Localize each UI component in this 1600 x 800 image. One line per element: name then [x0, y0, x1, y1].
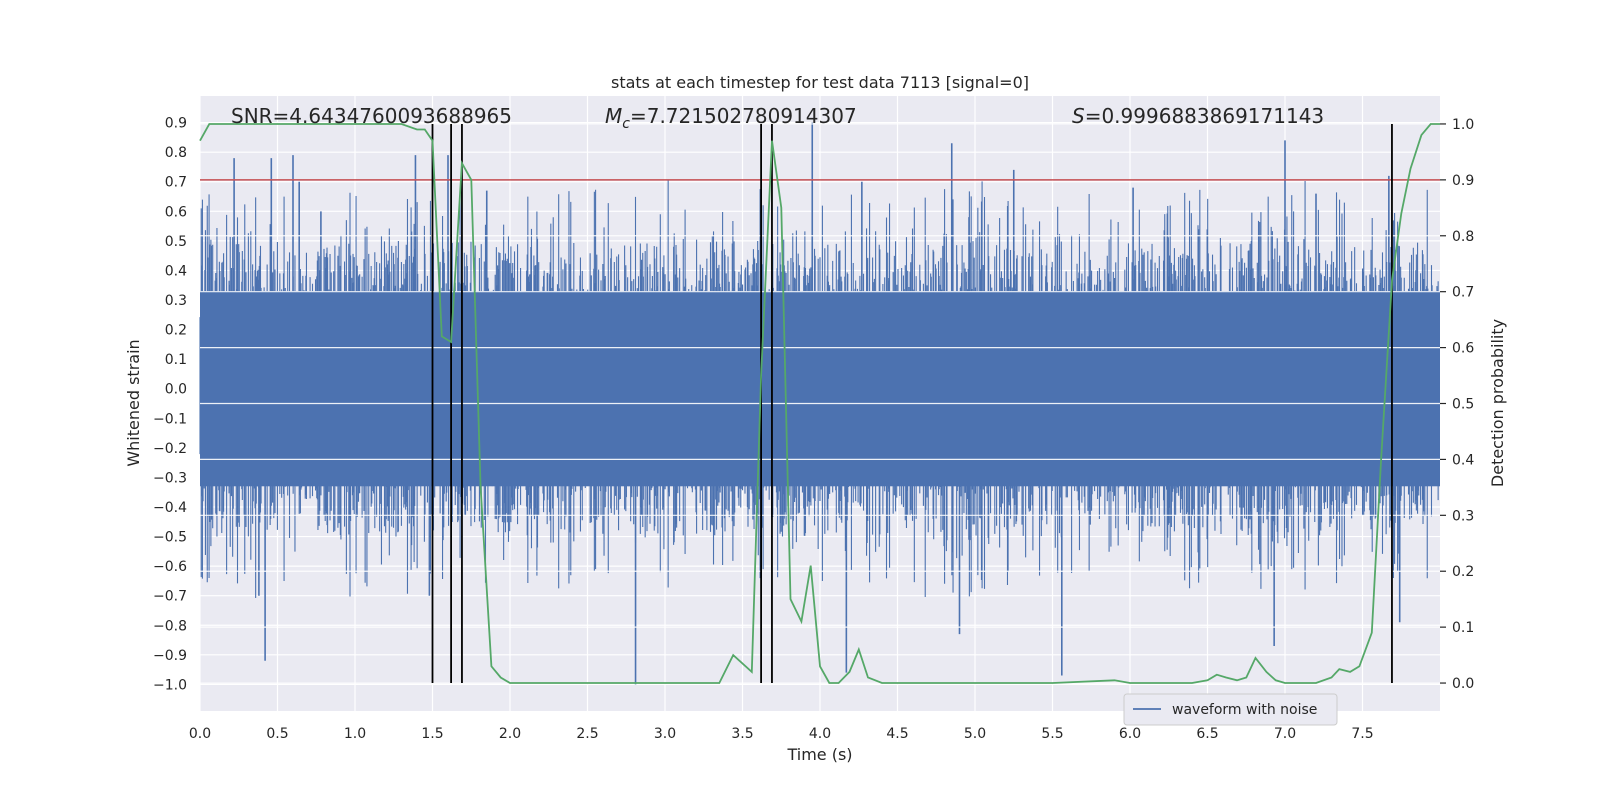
x-tick-label-5: 2.5	[576, 726, 598, 742]
x-tick-label-3: 1.5	[421, 726, 443, 742]
chirp-mass-annotation: Mc=7.721502780914307	[605, 104, 857, 132]
x-axis-title: Time (s)	[786, 745, 852, 764]
x-axis: 0.0 0.5 1.0 1.5 2.0 2.5 3.0 3.5 4.0 4.5 5.0 5.5 6.0 6…	[189, 726, 1374, 742]
y-tick-label-15: −0.6	[153, 559, 187, 575]
x-tick-label-6: 3.0	[654, 726, 676, 742]
y-tick-label-7: 0.2	[165, 323, 187, 339]
x-tick-label-9: 4.5	[886, 726, 908, 742]
y-tick-label-5: 0.4	[165, 263, 187, 279]
y-tick-label-2: 0.7	[165, 175, 187, 191]
y-tick-label-9: 0.0	[165, 382, 187, 398]
y-right-tick-label-8: 0.2	[1452, 564, 1474, 580]
spin-annotation: S=0.9996883869171143	[1072, 104, 1324, 128]
spin-value: =0.9996883869171143	[1085, 104, 1324, 128]
y-axis-right-title: Detection probability	[1488, 319, 1507, 487]
y-axis-title: Whitened strain	[124, 339, 143, 466]
legend: waveform with noise	[1123, 693, 1338, 726]
y-tick-label-12: −0.3	[153, 470, 187, 486]
y-tick-label-18: −0.9	[153, 648, 187, 664]
y-right-tick-label-2: 0.8	[1452, 229, 1474, 245]
legend-box	[1123, 693, 1338, 726]
y-tick-label-3: 0.6	[165, 204, 187, 220]
y-right-tick-label-6: 0.4	[1452, 452, 1474, 468]
y-tick-label-16: −0.7	[153, 589, 187, 605]
event-markers	[431, 123, 1393, 684]
chirp-mass-value: =7.721502780914307	[630, 104, 857, 128]
y-tick-label-4: 0.5	[165, 234, 187, 250]
chirp-mass-subscript: c	[622, 116, 630, 132]
y-right-tick-label-9: 0.1	[1452, 620, 1474, 636]
y-right-tick-label-4: 0.6	[1452, 341, 1474, 357]
y-right-tick-label-0: 1.0	[1452, 117, 1474, 133]
x-tick-label-0: 0.0	[189, 726, 211, 742]
y-tick-label-1: 0.8	[165, 145, 187, 161]
y-right-tick-label-10: 0.0	[1452, 676, 1474, 692]
chart-title: stats at each timestep for test data 711…	[611, 73, 1029, 92]
snr-annotation: SNR=4.6434760093688965	[231, 104, 512, 128]
spin-symbol: S	[1072, 104, 1085, 128]
y-right-tick-label-5: 0.5	[1452, 397, 1474, 413]
x-tick-label-12: 6.0	[1119, 726, 1141, 742]
y-axis-right: 1.0 0.9 0.8 0.7 0.6 0.5 0.4 0.3 0.2 0.1 0.0	[1440, 117, 1474, 692]
x-tick-label-4: 2.0	[499, 726, 521, 742]
y-tick-label-6: 0.3	[165, 293, 187, 309]
chirp-mass-symbol: M	[605, 104, 622, 128]
y-tick-label-8: 0.1	[165, 352, 187, 368]
x-tick-label-1: 0.5	[266, 726, 288, 742]
x-tick-label-8: 4.0	[809, 726, 831, 742]
x-tick-label-13: 6.5	[1196, 726, 1218, 742]
x-tick-label-7: 3.5	[731, 726, 753, 742]
y-tick-label-11: −0.2	[153, 441, 187, 457]
waveform-core-band	[200, 291, 1440, 487]
y-right-tick-label-3: 0.7	[1452, 285, 1474, 301]
y-tick-label-14: −0.5	[153, 530, 187, 546]
y-tick-label-0: 0.9	[165, 116, 187, 132]
y-right-tick-label-7: 0.3	[1452, 508, 1474, 524]
x-tick-label-2: 1.0	[344, 726, 366, 742]
y-tick-label-17: −0.8	[153, 618, 187, 634]
x-tick-label-15: 7.5	[1351, 726, 1373, 742]
y-right-tick-label-1: 0.9	[1452, 173, 1474, 189]
waveform-series	[199, 122, 1440, 685]
y-tick-label-10: −0.1	[153, 411, 187, 427]
x-tick-label-10: 5.0	[964, 726, 986, 742]
legend-label: waveform with noise	[1172, 702, 1317, 718]
y-axis-left: 0.9 0.8 0.7 0.6 0.5 0.4 0.3 0.2 0.1 0.0 −0.1 −0.2 −0…	[153, 116, 187, 694]
y-tick-label-19: −1.0	[153, 677, 187, 693]
x-tick-label-14: 7.0	[1274, 726, 1296, 742]
y-tick-label-13: −0.4	[153, 500, 187, 516]
detection-probability-line	[199, 123, 1440, 684]
x-tick-label-11: 5.5	[1041, 726, 1063, 742]
